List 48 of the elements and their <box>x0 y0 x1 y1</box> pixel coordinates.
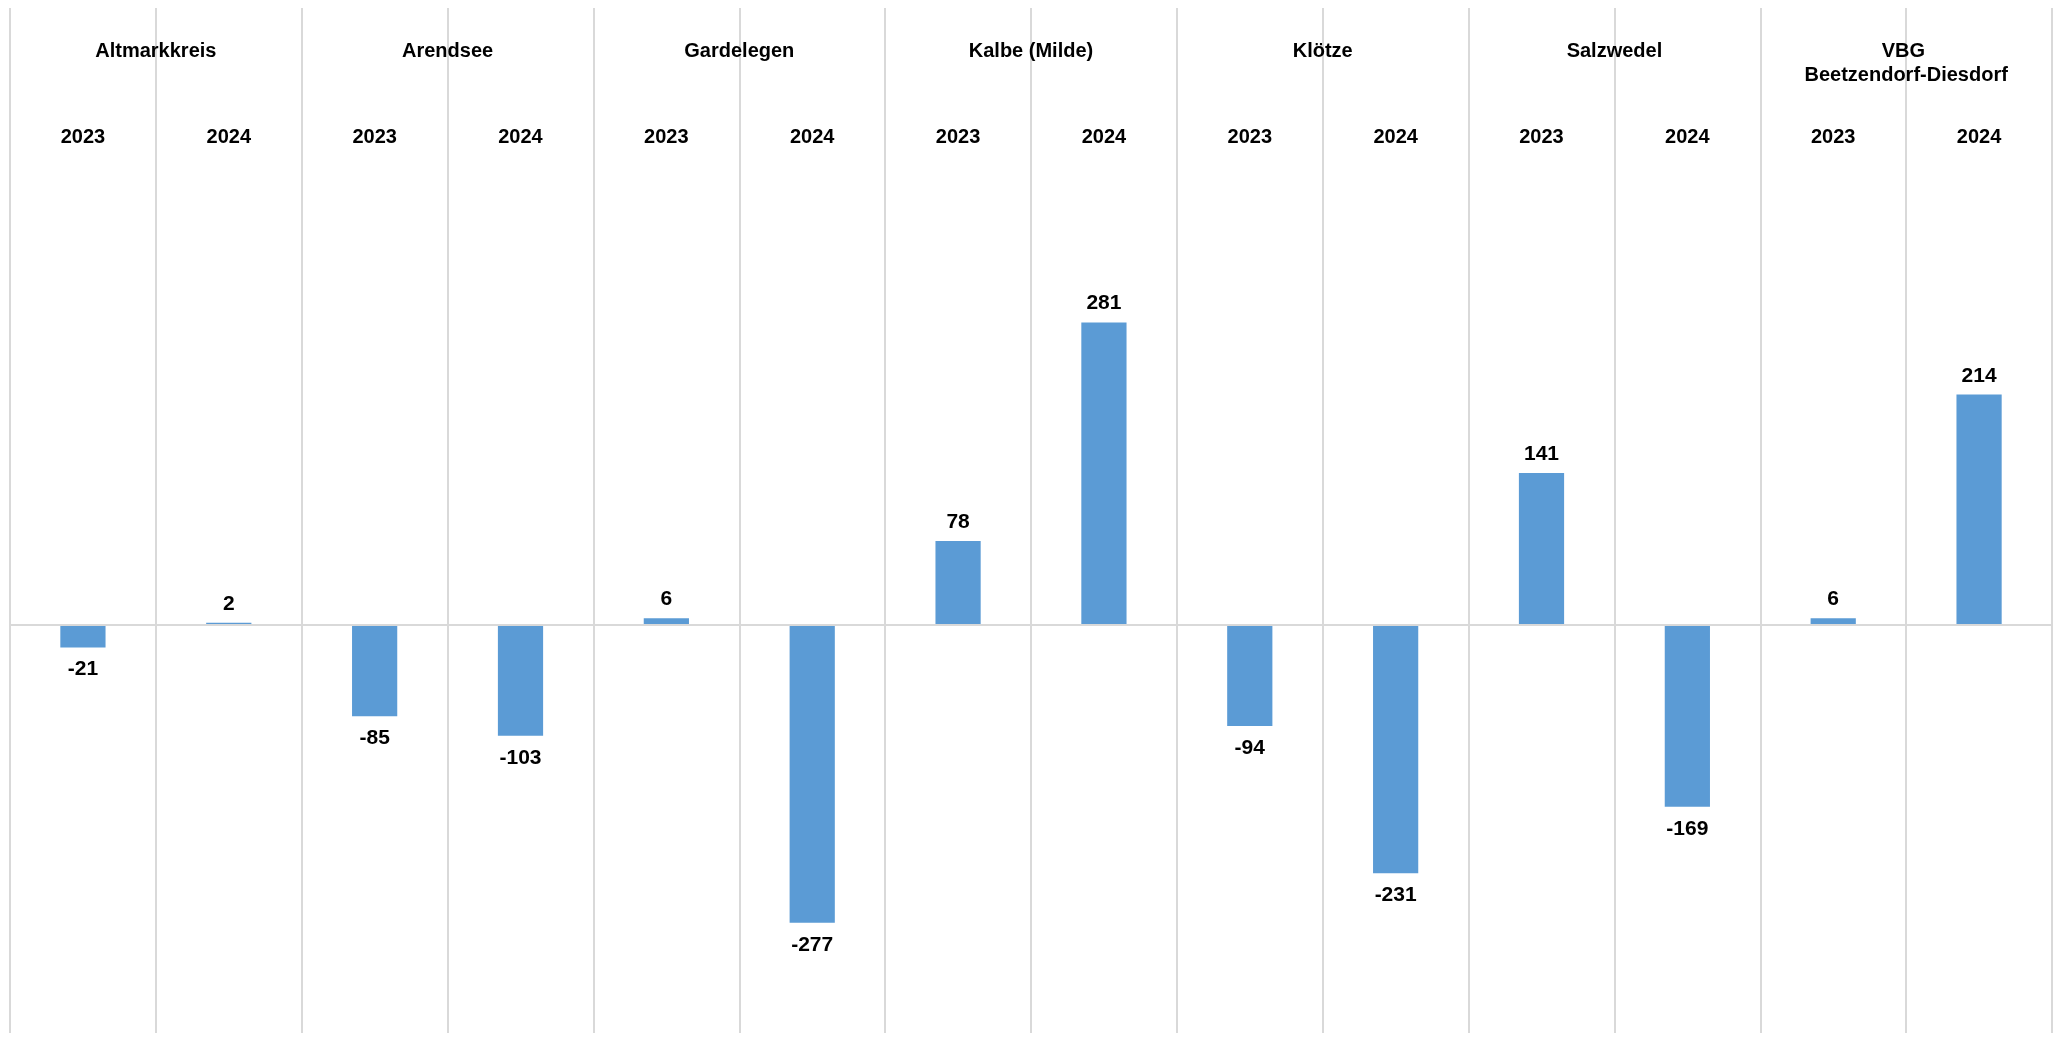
x-tick-label: 2024 <box>206 125 252 147</box>
text: Klötze <box>1292 39 1353 61</box>
bar <box>935 540 981 625</box>
data-label: -277 <box>791 931 834 955</box>
data-label: 78 <box>946 508 971 532</box>
text: Gardelegen <box>684 39 795 61</box>
x-tick-label: 2024 <box>1373 125 1419 147</box>
x-tick-label: 2024 <box>1956 125 2003 147</box>
text: Altmarkkreis <box>95 39 217 61</box>
data-label: 141 <box>1523 441 1560 465</box>
data-label: -169 <box>1666 815 1709 839</box>
text: Arendsee <box>401 39 494 61</box>
bar <box>1518 473 1565 625</box>
bar <box>1227 624 1273 726</box>
x-tick-label: 2023 <box>60 125 106 147</box>
data-label: 2 <box>222 590 235 614</box>
bar <box>789 624 835 923</box>
data-label: 6 <box>1827 586 1840 610</box>
x-tick-label: 2023 <box>1227 125 1273 147</box>
data-label: -85 <box>359 725 391 749</box>
bar <box>1373 624 1419 874</box>
x-tick-label: 2024 <box>498 125 544 147</box>
bar <box>1956 394 2002 625</box>
x-tick-label: 2023 <box>644 125 689 147</box>
bar <box>1664 624 1710 807</box>
x-tick-label: 2024 <box>1081 125 1128 147</box>
x-tick-label: 2023 <box>935 125 981 147</box>
x-tick-label: 2024 <box>1665 125 1711 147</box>
data-label: 281 <box>1086 290 1122 314</box>
x-tick-label: 2023 <box>352 125 397 147</box>
text: Kalbe (Milde) <box>968 39 1094 61</box>
data-label: -21 <box>67 656 99 680</box>
data-label: 6 <box>660 586 673 610</box>
bar <box>1810 618 1856 625</box>
x-tick-label: 2024 <box>789 125 836 147</box>
bar <box>352 624 398 717</box>
data-label: -94 <box>1234 734 1266 758</box>
text: Salzwedel <box>1566 39 1663 61</box>
bar <box>1081 322 1127 625</box>
data-label: -231 <box>1374 882 1417 906</box>
data-label: 214 <box>1961 362 1997 386</box>
data-label: -103 <box>499 744 542 768</box>
bar <box>60 624 106 648</box>
bar <box>643 618 689 625</box>
x-tick-label: 2023 <box>1810 125 1856 147</box>
x-tick-label: 2023 <box>1519 125 1564 147</box>
bar <box>497 624 544 736</box>
text: VBG Beetzendorf-Diesdorf <box>1804 39 2009 85</box>
